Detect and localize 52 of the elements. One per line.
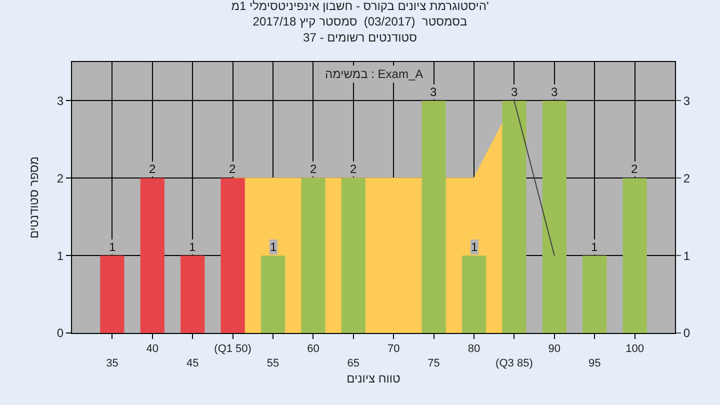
data-label: 3 [430, 85, 437, 99]
x-tick-label: 65 [347, 358, 360, 370]
y-tick-label: 3 [56, 94, 64, 108]
bar [220, 178, 245, 333]
bar [341, 178, 366, 333]
x-tick-label: 75 [428, 358, 440, 370]
x-tick-label: 35 [106, 358, 118, 370]
bar [582, 256, 607, 333]
y-tick-label: 0 [56, 326, 64, 340]
y2-tick-label: 0 [683, 326, 690, 340]
y-tick-label: 1 [56, 248, 64, 263]
data-label: 1 [189, 240, 196, 254]
y2-tick-label: 2 [683, 171, 690, 186]
data-label: 1 [591, 240, 598, 254]
x-tick-label: (Q1 50) [214, 343, 252, 356]
x-tick-label: 60 [307, 343, 320, 356]
x-tick-label: 55 [266, 358, 280, 370]
bar [140, 178, 164, 333]
data-label: 2 [350, 162, 357, 176]
bar [462, 256, 486, 333]
data-label: 1 [109, 240, 116, 254]
bar [422, 100, 446, 333]
data-label: 2 [149, 162, 156, 176]
bar [260, 256, 286, 333]
x-tick-label: (Q3 85) [496, 358, 533, 370]
y-tick-label: 2 [56, 171, 64, 186]
data-label: 1 [270, 240, 277, 254]
y2-tick-label: 1 [683, 248, 690, 263]
x-tick-label: 100 [626, 343, 644, 356]
bar [301, 178, 326, 333]
y2-tick-label: 3 [683, 94, 690, 108]
data-label: 1 [471, 240, 478, 254]
data-label: 3 [551, 85, 558, 99]
y-axis-title: מספר סטודנטים [27, 156, 41, 239]
data-label: 2 [310, 162, 317, 176]
chart-title: היסטוגרמת ציונים בקורס - חשבון אינפיניטסימלי 1מ' בסמסטר (03/2017) סמסטר קיץ 2017/18 סטודנטים רשומים - 37 [231, 0, 489, 44]
x-tick-label: 40 [146, 343, 159, 356]
x-tick-label: 90 [548, 343, 561, 356]
bar [502, 100, 526, 333]
x-tick-label: 45 [186, 358, 199, 370]
x-axis-title: טווח ציונים [346, 372, 401, 386]
bar [180, 256, 205, 333]
x-tick-label: 80 [468, 343, 480, 356]
data-label: 2 [229, 162, 236, 176]
x-tick-label: 70 [387, 343, 400, 356]
annotation: במשימה : Exam_A [325, 67, 424, 81]
x-tick-label: 95 [588, 358, 601, 370]
bar [100, 256, 124, 333]
bar [622, 178, 647, 333]
data-label: 3 [511, 85, 518, 99]
bar [542, 100, 566, 333]
data-label: 2 [631, 162, 638, 176]
